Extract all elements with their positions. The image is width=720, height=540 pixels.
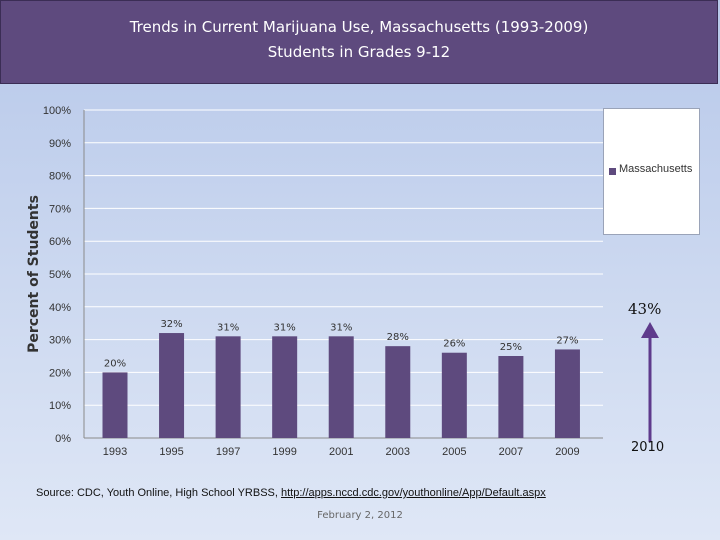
data-label: 28% [387, 332, 409, 343]
y-tick-label: 10% [49, 400, 71, 412]
data-label: 25% [500, 342, 522, 353]
footer-date: February 2, 2012 [317, 510, 403, 521]
chart-subtitle: Students in Grades 9-12 [267, 43, 451, 61]
bar-1999 [272, 336, 298, 438]
data-label: 31% [330, 322, 352, 333]
y-tick-label: 50% [49, 269, 71, 281]
y-tick-label: 100% [43, 105, 71, 117]
chart-title: Trends in Current Marijuana Use, Massach… [129, 18, 589, 36]
bar-2003 [385, 346, 411, 438]
data-label: 27% [556, 335, 578, 346]
up-arrow-icon [641, 322, 659, 442]
bar-2005 [441, 352, 467, 438]
x-tick-label: 2007 [499, 446, 523, 458]
bar-1995 [159, 333, 185, 438]
x-tick-label: 2001 [329, 446, 353, 458]
data-label: 31% [217, 322, 239, 333]
legend-swatch-massachusetts [609, 168, 616, 175]
y-tick-label: 70% [49, 203, 71, 215]
x-tick-label: 2003 [386, 446, 410, 458]
source-prefix: Source: CDC, Youth Online, High School Y… [36, 487, 281, 499]
y-tick-label: 30% [49, 335, 71, 347]
x-tick-label: 1993 [103, 446, 127, 458]
x-tick-label: 2009 [555, 446, 579, 458]
data-label: 31% [274, 322, 296, 333]
y-tick-label: 60% [49, 236, 71, 248]
source-link[interactable]: http://apps.nccd.cdc.gov/youthonline/App… [281, 487, 546, 499]
data-label: 32% [160, 319, 182, 330]
y-tick-label: 90% [49, 138, 71, 150]
bar-2001 [328, 336, 354, 438]
y-axis-title: Percent of Students [26, 195, 42, 353]
data-label: 20% [104, 358, 126, 369]
y-tick-label: 20% [49, 367, 71, 379]
bar-2009 [554, 349, 580, 438]
x-tick-label: 1995 [159, 446, 183, 458]
y-tick-label: 40% [49, 302, 71, 314]
y-tick-label: 0% [55, 433, 71, 445]
y-tick-label: 80% [49, 171, 71, 183]
x-tick-label: 2005 [442, 446, 466, 458]
x-tick-label: 1997 [216, 446, 240, 458]
chart-legend: Massachusetts [603, 108, 700, 235]
data-label: 26% [443, 339, 465, 350]
annotation-year: 2010 [631, 440, 665, 455]
slide-title-bar: Trends in Current Marijuana Use, Massach… [0, 0, 718, 84]
legend-label-massachusetts: Massachusetts [619, 163, 693, 175]
bar-1997 [215, 336, 241, 438]
bar-1993 [102, 372, 128, 438]
annotation-value: 43% [628, 300, 662, 318]
x-tick-label: 1999 [272, 446, 296, 458]
bar-chart: 0% 10% 20% 30% 40% 50% 60% 70% 80% 90% 100% Percent… [26, 105, 603, 458]
bar-2007 [498, 356, 524, 438]
source-citation: Source: CDC, Youth Online, High School Y… [36, 487, 546, 499]
